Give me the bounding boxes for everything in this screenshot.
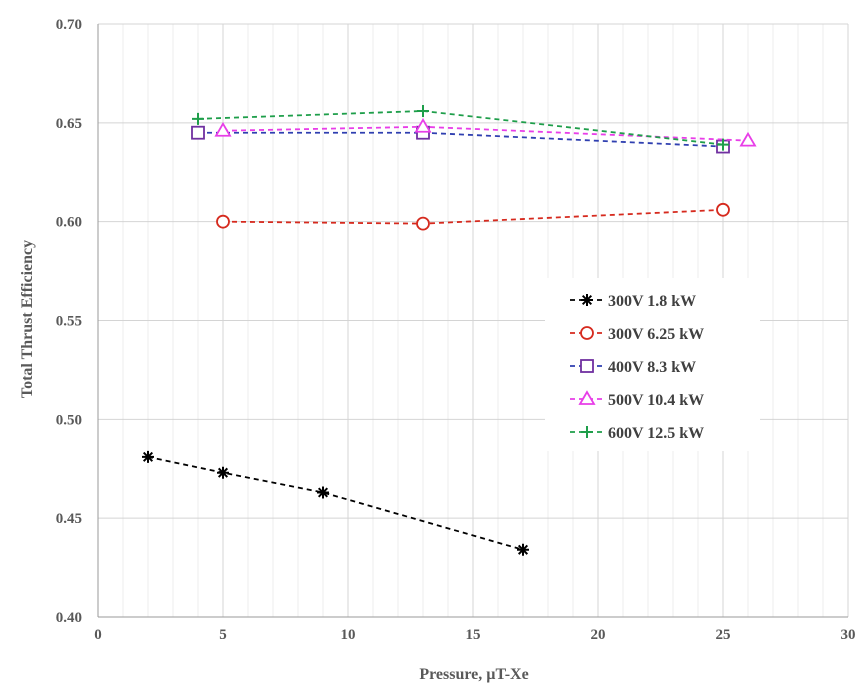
legend-marker	[581, 294, 593, 306]
series-5	[192, 104, 729, 151]
x-tick-label: 5	[219, 627, 227, 643]
y-tick-label: 0.65	[56, 116, 82, 132]
data-point	[517, 543, 529, 556]
series-2	[216, 202, 730, 231]
y-tick-label: 0.40	[56, 610, 82, 626]
legend-marker	[581, 426, 593, 438]
x-tick-label: 10	[341, 627, 356, 643]
legend-item: 400V 8.3 kW	[570, 359, 696, 376]
legend-label: 300V 6.25 kW	[608, 326, 704, 343]
legend-label: 300V 1.8 kW	[608, 293, 696, 310]
x-tick-label: 25	[716, 627, 731, 643]
legend-item: 600V 12.5 kW	[570, 425, 704, 442]
data-point	[217, 466, 229, 479]
x-tick-label: 0	[94, 627, 102, 643]
data-point	[739, 131, 757, 147]
series-1	[142, 450, 529, 556]
data-point	[414, 118, 432, 133]
y-tick-label: 0.55	[56, 314, 82, 330]
legend-label: 400V 8.3 kW	[608, 359, 696, 376]
y-tick-label: 0.70	[56, 17, 82, 33]
series-layer	[142, 104, 757, 556]
data-point	[717, 138, 729, 151]
data-point	[192, 112, 204, 125]
data-point	[142, 450, 154, 463]
data-point	[191, 125, 205, 140]
data-point	[216, 214, 230, 229]
axes: 0 5 10 15 20 25 30 0.40 0.45 0.50 0.55 0.60 0.65 0.70	[56, 17, 856, 643]
x-tick-label: 30	[841, 627, 856, 643]
x-axis-title: Pressure, µT-Xe	[419, 666, 528, 683]
x-tick-label: 20	[591, 627, 606, 643]
x-tick-label: 15	[466, 627, 481, 643]
data-point	[417, 104, 429, 117]
y-axis-title: Total Thrust Efficiency	[19, 240, 36, 398]
legend-item: 500V 10.4 kW	[570, 390, 704, 409]
series-line	[147, 456, 524, 551]
legend-marker	[578, 390, 596, 405]
y-tick-label: 0.45	[56, 511, 82, 527]
legend-marker	[580, 326, 594, 340]
data-point	[214, 121, 232, 137]
data-point	[317, 486, 329, 499]
legend-label: 600V 12.5 kW	[608, 425, 704, 442]
legend-item: 300V 1.8 kW	[570, 293, 696, 310]
data-point	[716, 202, 730, 217]
legend-marker	[580, 359, 594, 373]
y-tick-label: 0.60	[56, 215, 82, 231]
legend-item: 300V 6.25 kW	[570, 326, 704, 343]
legend: 300V 1.8 kW 300V 6.25 kW 400V 8.3 kW 500V 1…	[545, 278, 760, 451]
legend-label: 500V 10.4 kW	[608, 392, 704, 409]
y-tick-label: 0.50	[56, 412, 82, 428]
data-point	[416, 216, 430, 231]
